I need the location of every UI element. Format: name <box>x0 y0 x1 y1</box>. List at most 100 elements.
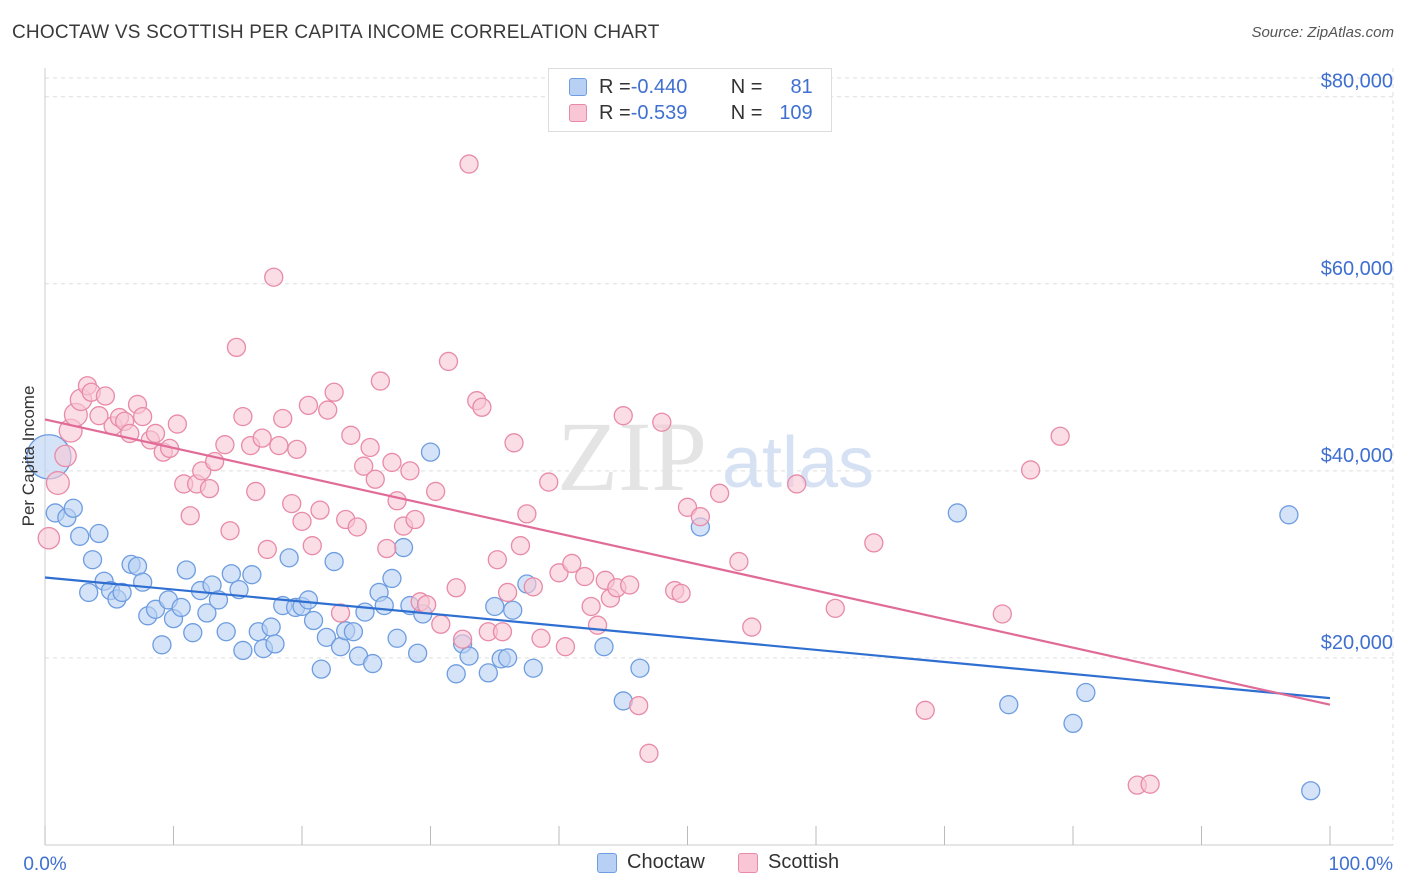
scottish-point <box>742 617 762 637</box>
scottish-point <box>652 412 672 432</box>
scottish-point <box>133 406 153 427</box>
legend-row-scottish: R = -0.539 N = 109 <box>569 101 813 125</box>
scottish-point <box>226 337 247 358</box>
axis-labels: $20,000 $40,000 $60,000 $80,000 0.0% 100.0% Pe… <box>19 71 1393 875</box>
scottish-point <box>671 583 691 604</box>
scottish-point <box>1050 426 1070 446</box>
choctaw-point <box>82 550 103 570</box>
scottish-point <box>452 629 473 649</box>
choctaw-point <box>478 663 498 683</box>
grid-lines <box>45 68 1394 845</box>
scottish-point <box>1140 774 1160 794</box>
choctaw-point <box>261 617 281 637</box>
scottish-point <box>459 154 479 174</box>
scottish-point <box>729 551 749 572</box>
choctaw-point <box>485 596 505 617</box>
choctaw-point <box>374 595 394 616</box>
scottish-point <box>145 423 166 444</box>
scottish-point <box>504 433 524 453</box>
scottish-point <box>382 452 402 473</box>
choctaw-point <box>523 658 543 678</box>
scottish-point <box>341 425 361 445</box>
bottom-legend-choctaw: Choctaw <box>597 851 705 874</box>
scottish-point <box>581 596 601 617</box>
stats-legend: R = -0.440 N = 81 R = -0.539 N = 109 <box>548 68 832 132</box>
scottish-point <box>298 395 319 416</box>
scottish-point <box>587 615 608 635</box>
scottish-point <box>915 700 935 720</box>
y-tick-label: $40,000 <box>1321 445 1393 467</box>
choctaw-swatch <box>569 78 587 96</box>
scottish-point <box>387 491 407 511</box>
scottish-point <box>246 481 266 502</box>
scottish-point <box>517 504 537 524</box>
choctaw-point <box>183 623 203 643</box>
choctaw-point <box>176 560 197 580</box>
scottish-point <box>531 628 551 648</box>
choctaw-point <box>1301 781 1321 801</box>
choctaw-point <box>311 659 331 679</box>
choctaw-point <box>446 664 466 684</box>
choctaw-points <box>26 434 1321 801</box>
choctaw-point <box>221 564 241 584</box>
choctaw-point <box>387 628 407 648</box>
scottish-point <box>487 550 507 570</box>
scottish-point <box>472 397 492 417</box>
scottish-point <box>425 481 446 502</box>
scottish-point <box>199 478 220 499</box>
scottish-point <box>709 483 730 503</box>
choctaw-point <box>127 556 148 576</box>
choctaw-point <box>1076 682 1096 703</box>
scottish-point <box>555 637 576 657</box>
scottish-point <box>310 500 330 520</box>
scottish-point <box>825 598 845 619</box>
scottish-point <box>95 386 116 406</box>
scottish-point <box>639 743 659 763</box>
choctaw-point <box>1279 505 1299 525</box>
choctaw-label: Choctaw <box>627 851 705 873</box>
choctaw-point <box>630 658 650 678</box>
scottish-point <box>269 435 289 456</box>
scottish-point <box>318 400 338 420</box>
x-tick-label: 100.0% <box>1329 854 1394 875</box>
choctaw-point <box>197 603 217 623</box>
scottish-point <box>324 382 344 402</box>
choctaw-point <box>420 442 441 462</box>
scottish-point <box>405 509 425 530</box>
y-tick-label: $20,000 <box>1321 632 1393 654</box>
scottish-point <box>292 511 312 532</box>
scottish-point <box>54 444 77 468</box>
scottish-point <box>497 582 518 603</box>
legend-row-choctaw: R = -0.440 N = 81 <box>569 75 813 99</box>
scottish-point <box>89 406 109 426</box>
axes <box>44 68 1393 846</box>
choctaw-point <box>459 646 479 666</box>
x-tick-label: 0.0% <box>23 854 66 875</box>
choctaw-point <box>382 568 402 589</box>
trend-lines <box>44 418 1331 706</box>
choctaw-point <box>233 640 253 661</box>
scottish-point <box>562 553 582 574</box>
scottish-point <box>613 406 633 426</box>
scottish-point <box>365 469 385 489</box>
chart-title: CHOCTAW VS SCOTTISH PER CAPITA INCOME CO… <box>12 22 660 43</box>
scottish-point <box>446 578 466 598</box>
scottish-point <box>302 536 322 556</box>
scottish-point <box>233 406 253 427</box>
choctaw-point <box>89 523 109 544</box>
choctaw-point <box>594 637 614 657</box>
source-credit: Source: ZipAtlas.com <box>1251 24 1394 41</box>
scottish-point <box>539 472 559 492</box>
scottish-point <box>690 507 710 527</box>
y-tick-label: $80,000 <box>1321 71 1393 93</box>
choctaw-swatch <box>597 852 617 873</box>
choctaw-point <box>407 643 428 663</box>
scottish-point <box>273 408 293 429</box>
legend-r-value: -0.440 <box>630 75 688 98</box>
choctaw-point <box>999 695 1019 715</box>
y-axis-title: Per Capita Income <box>19 386 38 527</box>
scottish-point <box>282 493 302 514</box>
choctaw-point <box>229 579 249 600</box>
scottish-point <box>510 536 531 556</box>
